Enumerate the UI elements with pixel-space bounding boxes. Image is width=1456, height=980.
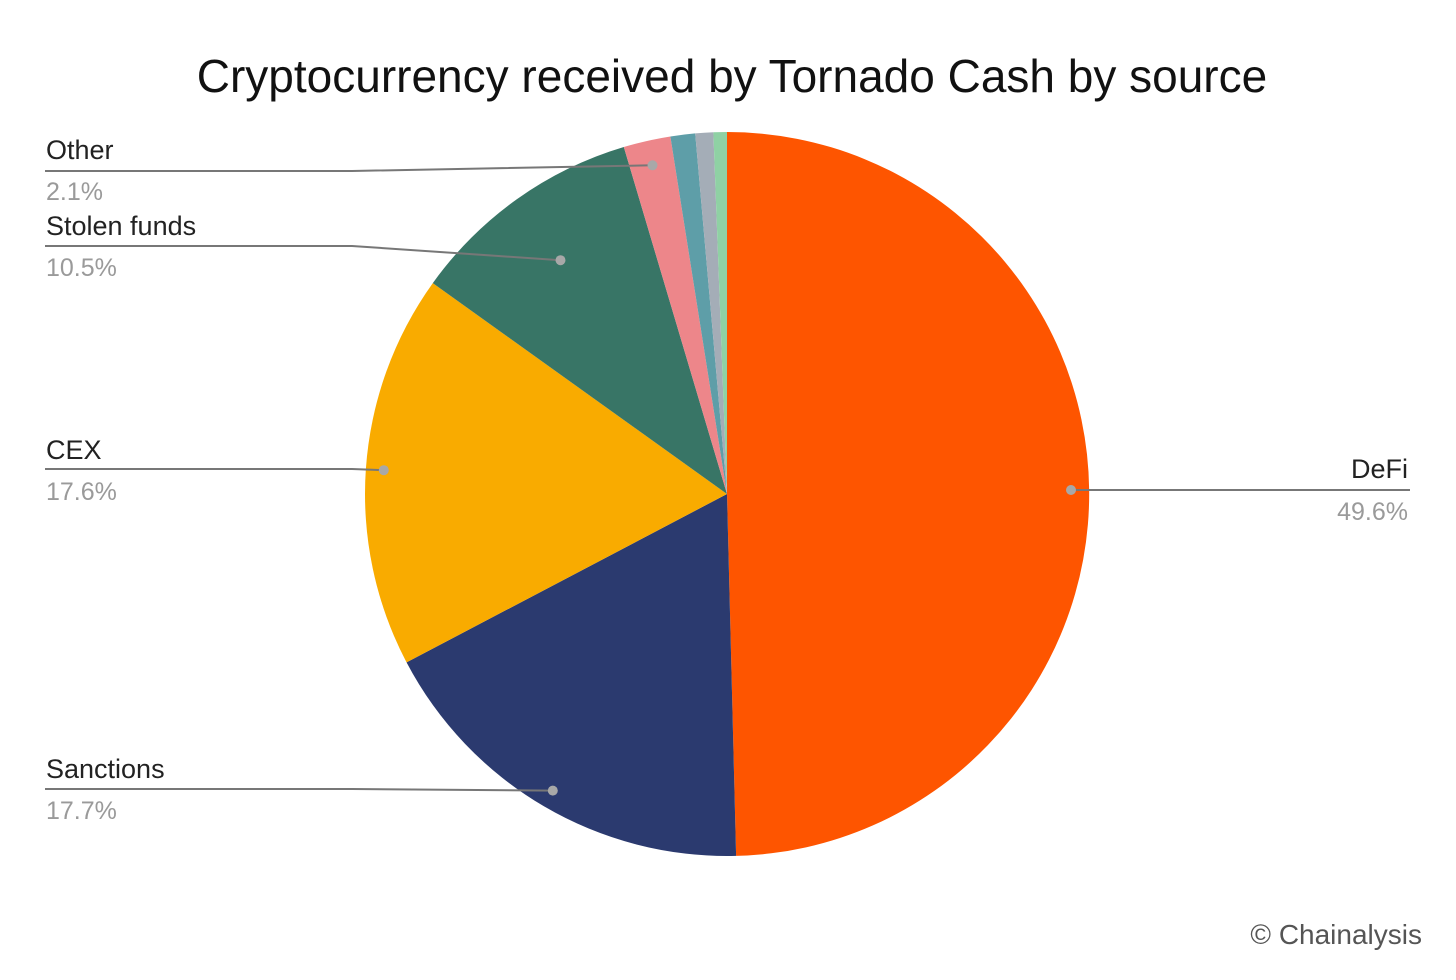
- pie-slice-minor2: [695, 132, 727, 494]
- pie-slice-defi: [727, 131, 1090, 856]
- pie-slice-other: [623, 136, 727, 494]
- leader-dot-sanctions: [547, 785, 558, 796]
- slice-label-sanctions: Sanctions: [46, 754, 165, 784]
- slice-label-other: Other: [46, 135, 114, 165]
- leader-dot-cex: [378, 465, 389, 476]
- pie-slice-cex: [365, 283, 727, 663]
- leader-line-stolen: [45, 245, 561, 262]
- slice-labels: DeFi 49.6% Sanctions 17.7% CEX 17.6% Stolen fu…: [45, 135, 1410, 825]
- slice-percent-cex: 17.6%: [46, 478, 117, 506]
- pie-slices: [365, 131, 1090, 857]
- slice-label-defi: DeFi: [1351, 454, 1408, 484]
- chart-title: Cryptocurrency received by Tornado Cash …: [197, 50, 1267, 102]
- leader-dot-other: [647, 160, 658, 171]
- leader-line-cex: [45, 468, 384, 472]
- copyright-notice: © Chainalysis: [1250, 919, 1422, 950]
- pie-slice-minor3: [713, 132, 727, 494]
- pie-slice-sanctions: [406, 494, 737, 857]
- pie-slice-minor1: [670, 133, 727, 494]
- leader-dot-stolen: [555, 255, 566, 266]
- slice-percent-sanctions: 17.7%: [46, 797, 117, 825]
- slice-percent-other: 2.1%: [46, 178, 103, 206]
- slice-label-cex: CEX: [46, 435, 102, 465]
- slice-percent-stolen: 10.5%: [46, 254, 117, 282]
- leader-line-sanctions: [45, 788, 553, 792]
- leader-dot-defi: [1066, 485, 1076, 495]
- slice-percent-defi: 49.6%: [1337, 498, 1408, 526]
- leader-line-other: [45, 164, 653, 172]
- pie-slice-stolen: [432, 147, 727, 494]
- slice-label-stolen: Stolen funds: [46, 211, 196, 241]
